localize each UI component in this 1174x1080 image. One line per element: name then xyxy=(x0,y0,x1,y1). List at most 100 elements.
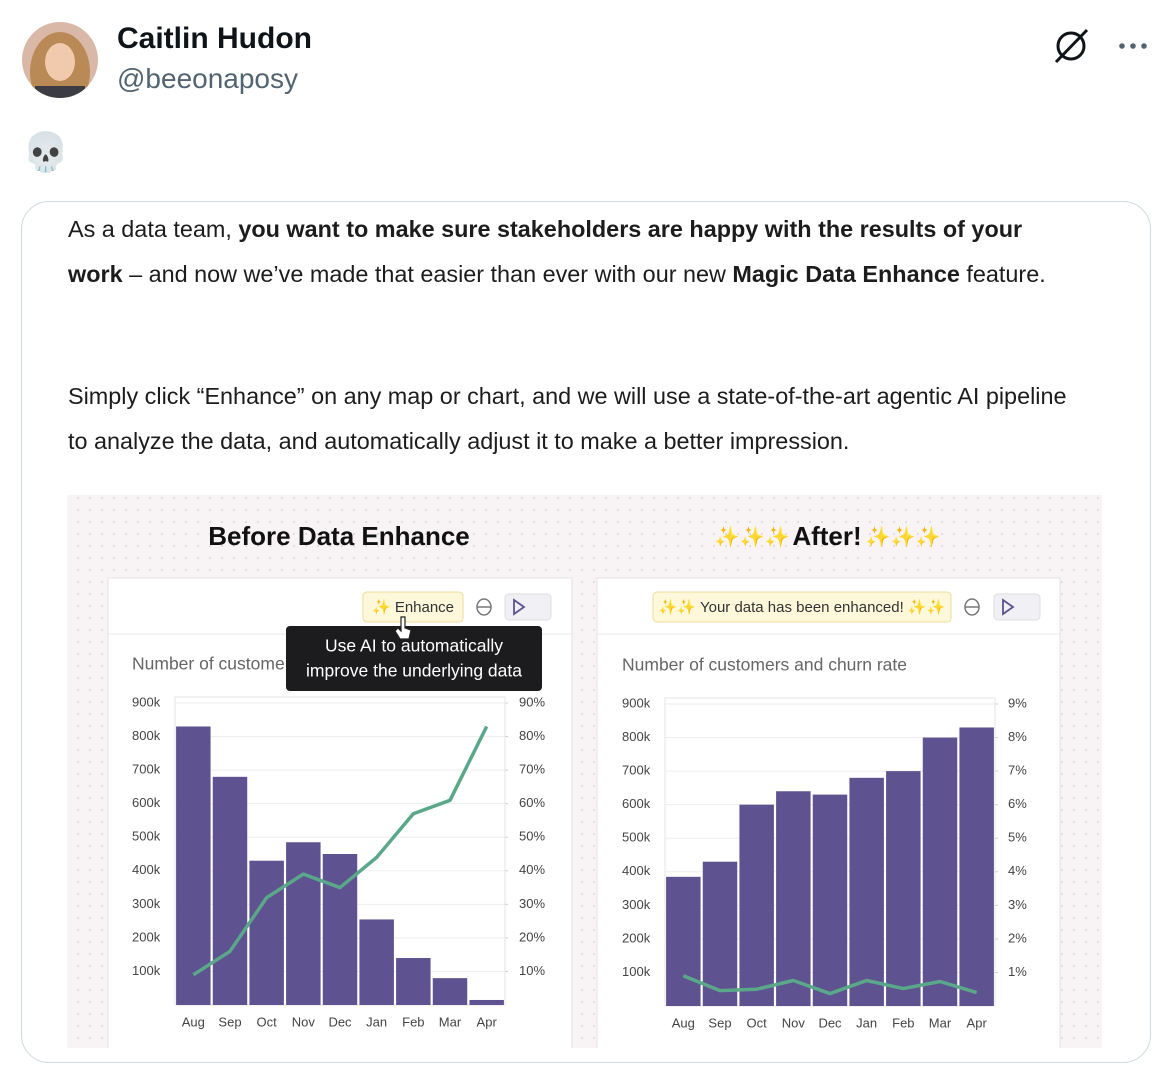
y-tick-label: 700k xyxy=(622,763,651,778)
y-tick-label: 200k xyxy=(132,929,161,944)
sparkles: ✨✨✨ xyxy=(866,525,941,549)
tooltip-text: improve the underlying data xyxy=(306,661,522,681)
chart-subtitle: Number of customers and churn rate xyxy=(622,655,907,675)
y2-tick-label: 50% xyxy=(519,829,545,844)
x-tick-label: Jan xyxy=(366,1014,387,1029)
y2-tick-label: 80% xyxy=(519,728,545,743)
line xyxy=(192,725,489,977)
y2-tick-label: 5% xyxy=(1008,830,1027,845)
more-icon[interactable] xyxy=(1119,43,1147,49)
y2-tick-label: 3% xyxy=(1008,897,1027,912)
bar xyxy=(776,791,811,1006)
author-name[interactable]: Caitlin Hudon xyxy=(117,22,312,55)
bar xyxy=(922,737,958,1006)
chart-title: After! xyxy=(792,521,861,551)
x-tick-label: Nov xyxy=(782,1015,806,1030)
bar xyxy=(702,861,738,1006)
bar xyxy=(849,777,884,1006)
y-tick-label: 200k xyxy=(622,930,651,945)
text-run: Simply click “Enhance” on any map or cha… xyxy=(68,383,1067,454)
y-tick-label: 300k xyxy=(132,896,161,911)
x-tick-label: Sep xyxy=(218,1014,241,1029)
bar xyxy=(666,876,701,1006)
bar xyxy=(739,804,774,1006)
y-tick-label: 500k xyxy=(622,830,651,845)
bar xyxy=(249,860,284,1005)
y-tick-label: 800k xyxy=(132,728,161,743)
y2-tick-label: 60% xyxy=(519,795,545,810)
y-tick-label: 600k xyxy=(622,796,651,811)
y-tick-label: 900k xyxy=(622,695,651,710)
x-tick-label: Jan xyxy=(856,1015,877,1030)
bar xyxy=(469,999,504,1005)
bar xyxy=(959,727,994,1006)
tooltip xyxy=(286,626,542,691)
author-handle[interactable]: @beeonaposy xyxy=(117,63,299,94)
x-tick-label: Aug xyxy=(182,1014,205,1029)
x-tick-label: Apr xyxy=(477,1014,498,1029)
enhanced-badge xyxy=(652,591,952,623)
paragraph: Simply click “Enhance” on any map or cha… xyxy=(68,374,1080,463)
bar xyxy=(359,919,394,1005)
x-tick-label: Feb xyxy=(892,1015,914,1030)
y-tick-label: 700k xyxy=(132,762,161,777)
y2-tick-label: 30% xyxy=(519,896,545,911)
grok-icon[interactable] xyxy=(1054,28,1089,64)
y-tick-label: 400k xyxy=(132,862,161,877)
x-tick-label: Oct xyxy=(747,1015,768,1030)
y2-tick-label: 1% xyxy=(1008,964,1027,979)
text-run: – and now we’ve made that easier than ev… xyxy=(122,260,733,287)
bar xyxy=(396,958,431,1005)
text-run: Magic Data Enhance xyxy=(732,260,960,287)
y2-tick-label: 2% xyxy=(1008,930,1027,945)
tweet-text: 💀 xyxy=(22,130,70,174)
y-tick-label: 500k xyxy=(132,829,161,844)
x-tick-label: Mar xyxy=(929,1015,952,1030)
badge-label: ✨✨ Your data has been enhanced! ✨✨ xyxy=(659,598,946,616)
y2-tick-label: 90% xyxy=(519,694,545,709)
y2-tick-label: 10% xyxy=(519,963,545,978)
text-run: As a data team, xyxy=(68,216,239,242)
button-label[interactable]: ✨ Enhance xyxy=(372,598,454,616)
x-tick-label: Sep xyxy=(708,1015,731,1030)
bar xyxy=(432,978,468,1005)
db-icon[interactable] xyxy=(476,598,980,616)
bar xyxy=(812,794,848,1006)
avatar[interactable] xyxy=(20,20,100,112)
line xyxy=(682,974,978,996)
sparkles: ✨✨✨ xyxy=(715,525,790,549)
paragraph: As a data team, you want to make sure st… xyxy=(68,207,1080,296)
x-tick-label: Oct xyxy=(257,1014,278,1029)
y2-tick-label: 20% xyxy=(519,929,545,944)
text-run: you want to make sure stakeholders are h… xyxy=(68,216,1023,287)
bar xyxy=(176,726,211,1005)
y-tick-label: 100k xyxy=(622,964,651,979)
x-tick-label: Mar xyxy=(439,1014,462,1029)
y2-tick-label: 8% xyxy=(1008,729,1027,744)
x-tick-label: Feb xyxy=(402,1014,424,1029)
y-tick-label: 900k xyxy=(132,694,161,709)
y-tick-label: 300k xyxy=(622,897,651,912)
run-button[interactable] xyxy=(504,593,1041,621)
cursor xyxy=(394,616,412,640)
x-tick-label: Apr xyxy=(967,1015,988,1030)
y-tick-label: 100k xyxy=(132,963,161,978)
tooltip-text: Use AI to automatically xyxy=(325,636,503,656)
bar xyxy=(886,771,921,1006)
bar xyxy=(286,842,321,1005)
x-tick-label: Dec xyxy=(328,1014,352,1029)
enhance-button[interactable] xyxy=(362,591,464,623)
y-tick-label: 800k xyxy=(622,729,651,744)
x-tick-label: Dec xyxy=(818,1015,842,1030)
bar xyxy=(212,776,248,1005)
y2-tick-label: 7% xyxy=(1008,763,1027,778)
header-icons xyxy=(20,20,1147,112)
y-tick-label: 400k xyxy=(622,863,651,878)
y2-tick-label: 70% xyxy=(519,762,545,777)
quote-card[interactable]: As a data team, you want to make sure st… xyxy=(21,201,1151,1063)
chart-title: Before Data Enhance xyxy=(208,521,470,551)
y-tick-label: 600k xyxy=(132,795,161,810)
x-tick-label: Aug xyxy=(672,1015,695,1030)
